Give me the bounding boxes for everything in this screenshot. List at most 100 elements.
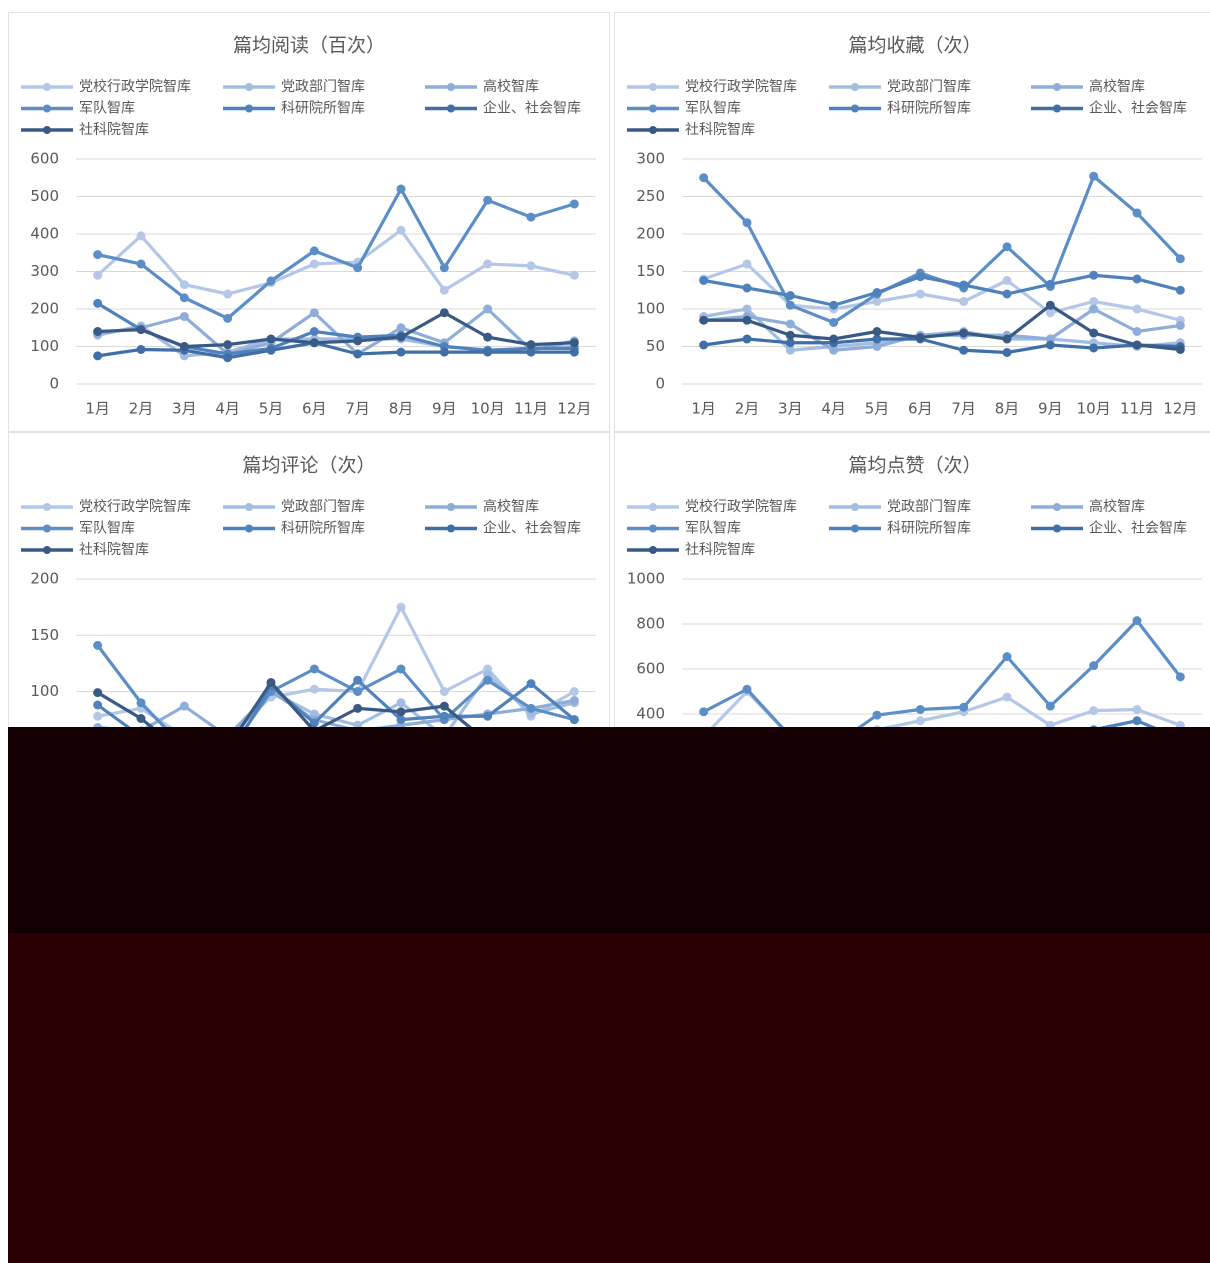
data-point xyxy=(742,315,752,325)
data-point xyxy=(1132,340,1142,350)
data-point xyxy=(569,338,579,348)
legend-label: 党政部门智库 xyxy=(281,499,365,515)
data-point xyxy=(1002,652,1012,662)
data-point xyxy=(396,698,406,708)
data-point xyxy=(1089,304,1099,314)
series-line xyxy=(703,273,1181,307)
x-tick-label: 4月 xyxy=(821,400,846,418)
data-point xyxy=(483,711,493,721)
y-tick-label: 1000 xyxy=(627,570,665,588)
legend-label: 党政部门智库 xyxy=(887,79,971,95)
data-point xyxy=(483,675,493,685)
data-point xyxy=(699,276,709,285)
data-point xyxy=(439,687,449,696)
series-line xyxy=(96,228,575,296)
data-point xyxy=(959,280,969,290)
data-point xyxy=(136,345,146,354)
data-point xyxy=(872,288,882,297)
data-point xyxy=(93,688,103,698)
y-tick-label: 300 xyxy=(636,150,665,168)
data-point xyxy=(1002,334,1012,344)
legend-label: 高校智库 xyxy=(1089,78,1145,95)
legend-marker xyxy=(1053,524,1061,533)
data-point xyxy=(872,297,882,306)
data-point xyxy=(526,261,536,271)
y-tick-label: 400 xyxy=(30,225,59,243)
data-point xyxy=(396,323,406,333)
data-point xyxy=(439,263,449,273)
data-point xyxy=(1132,208,1142,218)
data-point xyxy=(785,300,795,310)
data-point xyxy=(526,340,536,350)
legend-marker xyxy=(1053,83,1061,91)
legend-marker xyxy=(447,104,455,113)
legend-label: 党政部门智库 xyxy=(887,499,971,515)
legend-marker xyxy=(649,104,657,113)
data-point xyxy=(136,325,146,335)
series-line xyxy=(703,337,1181,355)
data-point xyxy=(136,259,146,269)
x-tick-label: 5月 xyxy=(865,400,890,418)
data-point xyxy=(93,250,103,260)
data-point xyxy=(1089,706,1099,716)
data-point xyxy=(1132,716,1142,726)
data-point xyxy=(742,259,752,269)
data-point xyxy=(1045,340,1055,350)
data-point xyxy=(1175,285,1185,295)
legend-marker xyxy=(43,83,51,91)
x-tick-label: 2月 xyxy=(129,400,154,418)
data-point xyxy=(1089,661,1099,671)
legend-marker xyxy=(649,503,657,511)
data-point xyxy=(1132,274,1142,284)
data-point xyxy=(309,718,319,728)
x-tick-label: 7月 xyxy=(345,400,370,418)
data-point xyxy=(309,327,319,336)
legend-marker xyxy=(245,503,253,511)
data-point xyxy=(93,700,103,710)
legend-label: 党校行政学院智库 xyxy=(79,78,191,95)
data-point xyxy=(353,336,363,346)
series-line xyxy=(703,262,1181,322)
data-point xyxy=(829,300,839,310)
legend-marker xyxy=(1053,503,1061,511)
chart-title: 篇均收藏（次） xyxy=(848,35,981,57)
data-point xyxy=(742,218,752,228)
data-point xyxy=(742,684,752,694)
data-point xyxy=(179,293,189,303)
data-point xyxy=(915,272,925,282)
data-point xyxy=(483,259,493,269)
data-point xyxy=(353,349,363,359)
data-point xyxy=(309,684,319,694)
data-point xyxy=(959,328,969,338)
data-point xyxy=(136,231,146,241)
legend-label: 党校行政学院智库 xyxy=(79,498,191,515)
x-tick-label: 3月 xyxy=(778,400,803,418)
data-point xyxy=(785,338,795,348)
y-tick-label: 200 xyxy=(30,300,59,318)
chart-title: 篇均阅读（百次） xyxy=(233,35,385,57)
legend-marker xyxy=(43,524,51,533)
chart-panel: 篇均收藏（次） 党校行政学院智库 党政部门智库 高校智库 军队智库 科研院所智库 企业、社会… xyxy=(614,12,1210,432)
data-point xyxy=(829,334,839,344)
data-point xyxy=(569,347,579,357)
data-point xyxy=(1132,327,1142,336)
data-point xyxy=(396,602,406,612)
legend-marker xyxy=(1053,104,1061,113)
data-point xyxy=(1045,300,1055,310)
data-point xyxy=(959,297,969,306)
data-point xyxy=(396,664,406,674)
data-point xyxy=(223,340,233,350)
y-tick-label: 100 xyxy=(30,682,59,700)
x-tick-label: 8月 xyxy=(389,400,414,418)
series-line xyxy=(97,311,575,349)
legend-label: 社科院智库 xyxy=(685,542,755,558)
series-line xyxy=(97,605,576,739)
data-point xyxy=(483,195,493,205)
y-tick-label: 250 xyxy=(636,187,665,205)
data-point xyxy=(136,698,146,708)
data-point xyxy=(179,342,189,351)
x-tick-label: 6月 xyxy=(908,400,933,418)
x-tick-label: 8月 xyxy=(995,400,1020,418)
data-point xyxy=(1002,289,1012,299)
data-point xyxy=(1132,616,1142,626)
